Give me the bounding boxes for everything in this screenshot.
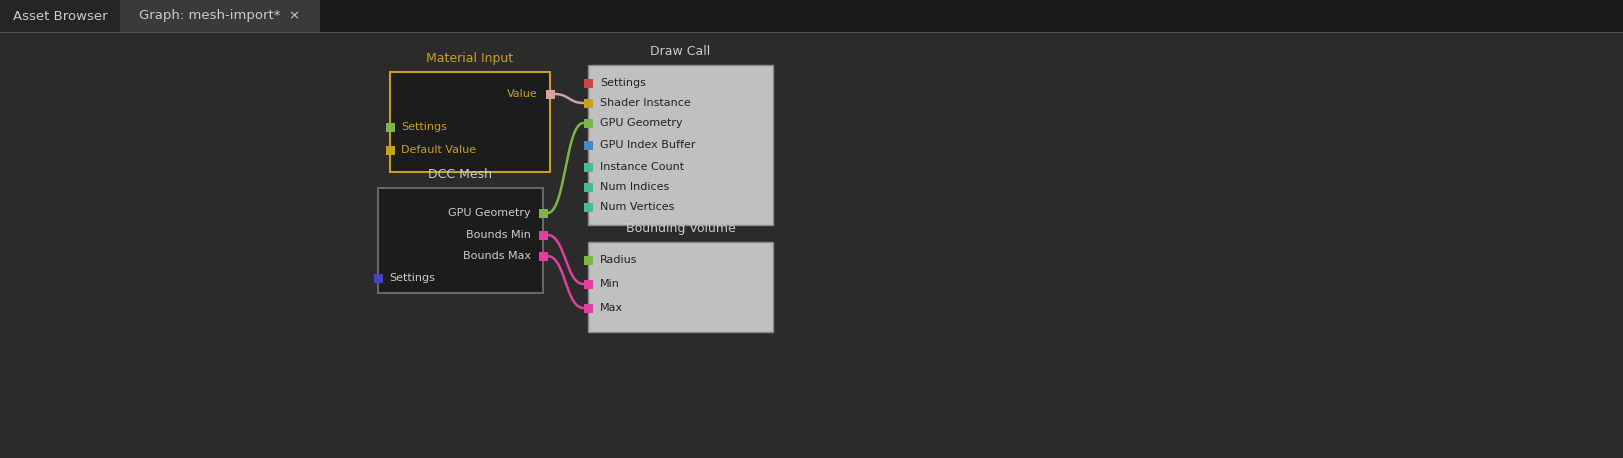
Bar [539,230,547,240]
Bar [584,163,592,171]
Bar [588,242,773,332]
Bar [386,146,394,154]
Text: Num Vertices: Num Vertices [601,202,675,212]
Bar [584,98,592,108]
Text: Settings: Settings [601,78,646,88]
Bar [584,256,592,265]
Text: Settings: Settings [390,273,435,283]
Text: Bounding Volume: Bounding Volume [625,222,735,235]
Bar [584,202,592,212]
Bar [539,251,547,261]
Text: Draw Call: Draw Call [651,45,711,58]
Text: GPU Geometry: GPU Geometry [448,208,531,218]
Bar [378,188,544,293]
Bar [584,78,592,87]
Bar [0,0,1623,32]
Text: Max: Max [601,303,623,313]
Text: DCC Mesh: DCC Mesh [428,168,492,181]
Text: GPU Geometry: GPU Geometry [601,118,683,128]
Bar [390,72,550,172]
Text: Min: Min [601,279,620,289]
Text: Bounds Min: Bounds Min [466,230,531,240]
Text: Material Input: Material Input [427,52,513,65]
Bar [584,304,592,312]
Text: GPU Index Buffer: GPU Index Buffer [601,140,696,150]
Bar [373,273,383,283]
Bar [545,89,555,98]
Text: Graph: mesh-import*  ×: Graph: mesh-import* × [140,10,300,22]
Text: Settings: Settings [401,122,446,132]
Text: Value: Value [508,89,537,99]
Text: Shader Instance: Shader Instance [601,98,691,108]
Text: Asset Browser: Asset Browser [13,10,107,22]
Text: Default Value: Default Value [401,145,476,155]
Bar [0,0,120,32]
Text: Radius: Radius [601,255,638,265]
Bar [584,119,592,127]
Bar [584,182,592,191]
Bar [588,65,773,225]
Bar [584,279,592,289]
Bar [539,208,547,218]
Text: Bounds Max: Bounds Max [463,251,531,261]
Bar [386,122,394,131]
Bar [120,0,320,32]
Text: Instance Count: Instance Count [601,162,685,172]
Bar [584,141,592,149]
Text: Num Indices: Num Indices [601,182,669,192]
